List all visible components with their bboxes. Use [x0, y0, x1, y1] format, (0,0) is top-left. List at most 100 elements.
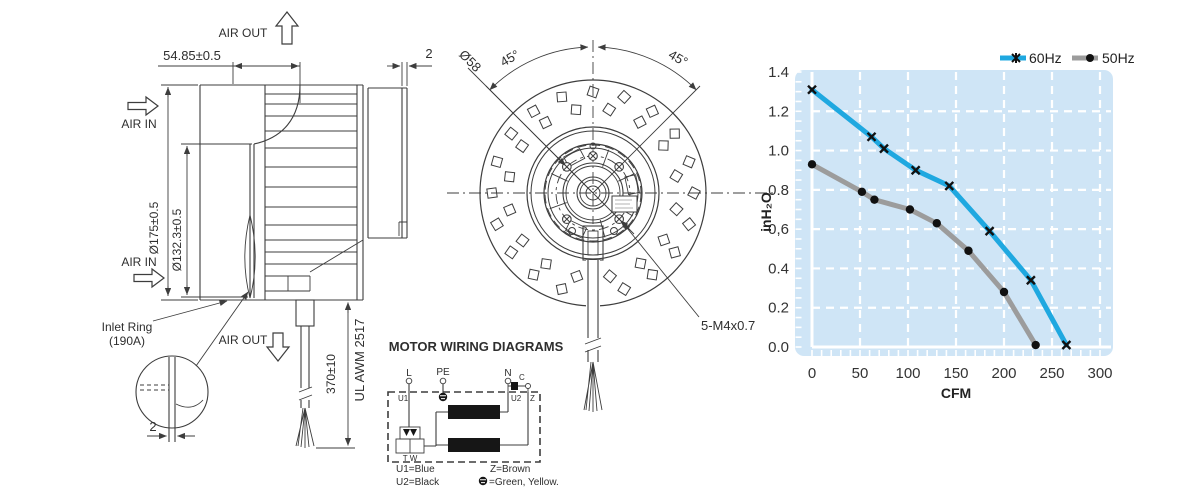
dim-inlet-dia-lines [181, 143, 252, 298]
dim-gap-lines [401, 62, 408, 86]
winding-1 [448, 405, 500, 419]
y-tick-label: 0,6 [768, 221, 789, 238]
y-tick-label: 1.2 [768, 103, 789, 120]
dim-detail-gap-label: 2 [149, 419, 156, 434]
blade-window-diamond [633, 115, 647, 129]
dim-outer-dia-lines [161, 84, 198, 301]
front-view-drawing: 45° 45° Ø58 5-M4x0.7 [447, 40, 773, 412]
node-u2-label: U2 [511, 394, 522, 403]
dim-outer-dia-label: Ø175±0.5 [147, 201, 161, 254]
screw-cross-icon [563, 215, 571, 223]
blade-window-diamond [503, 203, 517, 217]
air-in-lower-arrow-icon [133, 267, 165, 289]
x-axis-title: CFM [941, 385, 971, 401]
motor-boundary-box [387, 391, 541, 463]
legend-u1: U1=Blue [396, 464, 435, 475]
marker-x [866, 131, 877, 142]
impeller-hub-profile [244, 214, 256, 299]
blade-window-diamond [527, 268, 540, 281]
capacitor-node [525, 383, 531, 389]
blade-window-diamond [570, 104, 582, 116]
hub-circle [526, 126, 660, 260]
legend-ground-icon-lines [480, 479, 486, 484]
blade-window-diamond [490, 155, 504, 169]
rotor-rib [618, 173, 635, 182]
air-out-down-arrow-icon [265, 332, 291, 362]
chart-generated: 0 50 100 150 200 250 300 0.0 0.2 0.4 0,6 0.8 1.0 1.2 1… [768, 64, 1113, 382]
rotor-rib [551, 173, 568, 182]
small-hole [610, 227, 618, 235]
detail-arc [175, 399, 204, 408]
marker-x [1061, 340, 1072, 350]
y-tick-label: 1.4 [768, 64, 789, 81]
legend-z: Z=Brown [490, 464, 530, 475]
angle-left-label: 45° [497, 47, 522, 70]
nameplate-text-lines [615, 199, 633, 209]
front-cable-fill [586, 260, 600, 338]
legend-ground: =Green, Yellow. [489, 477, 559, 488]
winding-2 [448, 438, 500, 452]
cap-wires [507, 384, 529, 392]
dim-depth-lines [158, 62, 301, 103]
air-in-upper-label: AIR IN [121, 117, 156, 131]
screw-leader [622, 222, 700, 318]
chart-legend: 60Hz 50Hz [1000, 50, 1135, 66]
capacitor-label: C [519, 373, 525, 382]
blade-window-diamond [515, 138, 530, 154]
small-hole [568, 227, 576, 235]
inlet-ring-leader-1 [152, 299, 228, 322]
blade-window-diamond [617, 89, 632, 105]
front-cable-break [584, 337, 602, 353]
y-tick-label: 0.2 [768, 300, 789, 317]
cable-fray [295, 407, 315, 448]
screw-cross-icon [589, 152, 597, 160]
blade-window-diamond [586, 85, 600, 99]
blade-window-diamond [645, 104, 660, 119]
terminal-pe-label: PE [436, 367, 450, 378]
stator-slot [563, 147, 586, 168]
terminal-l-label: L [406, 368, 412, 379]
wiring-diagram: MOTOR WIRING DIAGRAMS L PE N C U1 U2 Z T… [387, 339, 564, 488]
marker-x [807, 84, 817, 95]
bolt-circle-label: Ø58 [456, 47, 484, 75]
bolt-dia-line [467, 67, 635, 235]
x-tick-label: 200 [991, 365, 1016, 382]
hub-circle [579, 179, 607, 207]
terminal-n-label: N [504, 368, 511, 379]
hub-circle [565, 165, 621, 221]
marker-x [1026, 275, 1036, 286]
hub-circle [576, 176, 610, 210]
stator-slot [624, 174, 640, 196]
cable-break [298, 386, 313, 401]
cable-connector [295, 299, 315, 327]
blade-window-diamond [657, 233, 671, 247]
marker-x [910, 165, 921, 176]
blade-window-diamond [681, 217, 697, 232]
x-tick-label: 0 [808, 365, 816, 382]
front-cable-lines-2 [587, 350, 599, 362]
thermal-label: T W [403, 454, 418, 463]
front-cable-fray [583, 361, 603, 412]
winding-wires [424, 392, 529, 447]
inlet-ring [249, 144, 255, 298]
blade-window-diamond [504, 126, 519, 141]
x-tick-label: 150 [943, 365, 968, 382]
blade-window-diamond [646, 268, 659, 281]
blade-window-diamond [504, 245, 519, 260]
blade-window-diamond [668, 246, 681, 259]
capacitor-body [511, 382, 518, 390]
y-tick-label: 0.0 [768, 339, 789, 356]
blade-window-diamond [515, 233, 530, 248]
dim-lead-lines [316, 303, 355, 449]
marker-x [879, 143, 889, 154]
y-tick-label: 1.0 [768, 143, 789, 160]
fan-body-outline [199, 84, 364, 301]
hub-circle [543, 143, 643, 243]
housing-detail [265, 239, 364, 292]
marker-dot [1031, 340, 1040, 350]
detail-ring-lines [168, 357, 176, 442]
legend-60hz-marker-icon [1011, 53, 1021, 63]
blade-window-diamond [486, 187, 498, 199]
